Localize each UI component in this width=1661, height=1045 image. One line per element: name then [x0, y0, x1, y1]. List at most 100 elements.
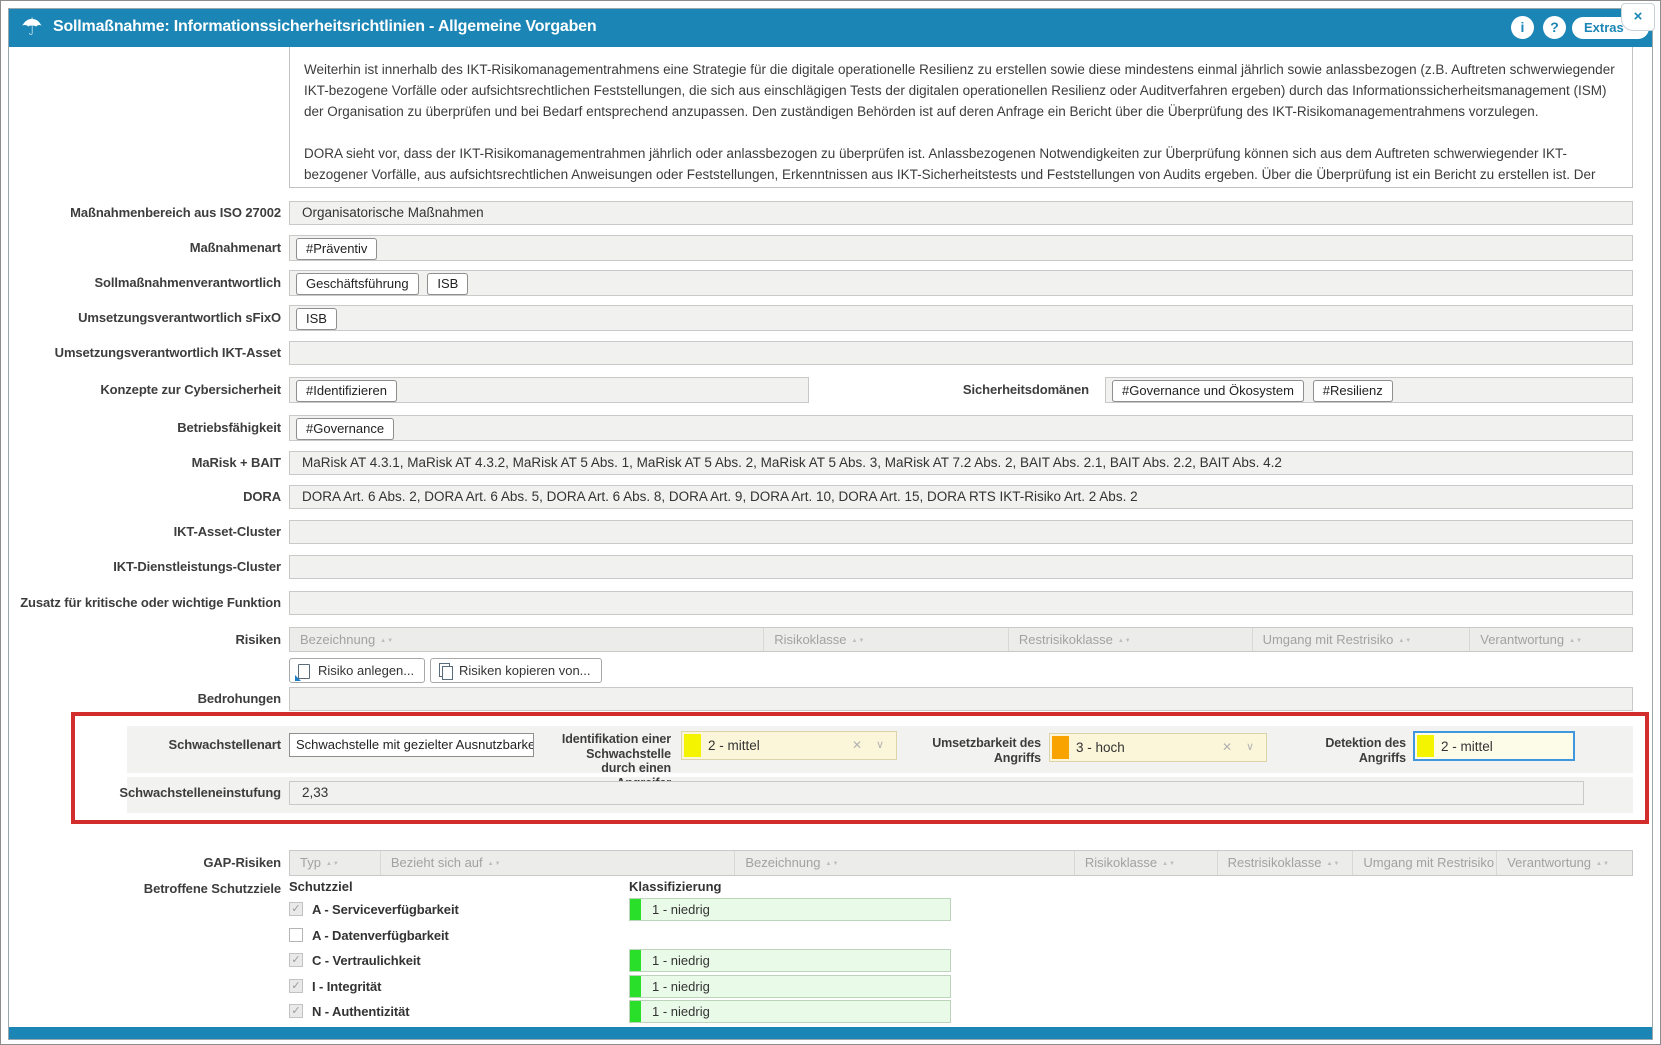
description-textarea[interactable]: Weiterhin ist innerhalb des IKT-Risikoma…: [289, 47, 1633, 188]
risiken-col-umgang[interactable]: Umgang mit Restrisiko ▲▼: [1253, 628, 1471, 651]
umbrella-icon: ☂: [21, 14, 43, 41]
check-icon: ✓: [291, 980, 301, 992]
zusatz-funktion-field[interactable]: [289, 591, 1633, 615]
umsetzbarkeit-dropdown[interactable]: 3 - hoch ✕ ∨: [1049, 733, 1267, 762]
help-button[interactable]: ?: [1543, 16, 1566, 39]
description-paragraph-1: Weiterhin ist innerhalb des IKT-Risikoma…: [304, 62, 1615, 119]
umsetzungsverantwortlich-ikt-asset-field[interactable]: [289, 341, 1633, 365]
klassifizierung-column-header: Klassifizierung: [629, 879, 722, 894]
tag-chip[interactable]: #Governance und Ökosystem: [1112, 380, 1304, 402]
dialog-title: Sollmaßnahme: Informationssicherheitsric…: [53, 18, 597, 35]
gap-col-umgang[interactable]: Umgang mit Restrisiko▲▼: [1353, 851, 1498, 875]
check-icon: ✓: [291, 954, 301, 966]
betriebsfaehigkeit-field[interactable]: #Governance: [289, 415, 1633, 441]
tag-chip[interactable]: ISB: [296, 308, 337, 330]
clear-icon[interactable]: ✕: [851, 738, 862, 752]
gap-col-risikoklasse[interactable]: Risikoklasse ▲▼: [1075, 851, 1218, 875]
tag-chip[interactable]: ISB: [427, 273, 469, 295]
schutzziel-label: N - Authentizität: [312, 1004, 410, 1019]
field-label-schwachstelleneinstufung: Schwachstelleneinstufung: [119, 785, 281, 800]
field-label-umsetzungsverantwortlich-sfixo: Umsetzungsverantwortlich sFixO: [78, 310, 281, 325]
classification-bar: 1 - niedrig: [629, 1000, 951, 1023]
marisk-bait-field[interactable]: MaRisk AT 4.3.1, MaRisk AT 4.3.2, MaRisk…: [289, 451, 1633, 475]
classification-color-stripe: [630, 950, 641, 971]
tag-chip[interactable]: #Governance: [296, 418, 395, 440]
umsetzungsverantwortlich-sfixo-field[interactable]: ISB: [289, 305, 1633, 331]
field-label-betroffene-schutzziele: Betroffene Schutzziele: [143, 881, 281, 896]
gap-col-restrisikoklasse[interactable]: Restrisikoklasse ▲▼: [1218, 851, 1354, 875]
checkbox-authentizitaet: ✓: [289, 1004, 303, 1018]
chevron-down-icon[interactable]: ∨: [1245, 741, 1254, 753]
tag-chip[interactable]: #Präventiv: [296, 238, 378, 260]
criterion-label-detektion: Detektion des Angriffs: [1325, 736, 1406, 765]
gap-col-typ[interactable]: Typ ▲▼: [290, 851, 381, 875]
field-label-dora: DORA: [243, 489, 281, 504]
massnahmenart-field[interactable]: #Präventiv: [289, 235, 1633, 261]
dora-field[interactable]: DORA Art. 6 Abs. 2, DORA Art. 6 Abs. 5, …: [289, 485, 1633, 509]
sort-arrows-icon: ▲▼: [1398, 638, 1413, 644]
check-icon: ✓: [291, 903, 301, 915]
checkbox-serviceverfuegbarkeit: ✓: [289, 902, 303, 916]
sort-arrows-icon: ▲▼: [1596, 861, 1610, 867]
gap-col-bezeichnung[interactable]: Bezeichnung ▲▼: [735, 851, 1075, 875]
severity-color-swatch: [1417, 735, 1434, 757]
window-bottom-bar: [9, 1027, 1652, 1039]
tag-chip[interactable]: Geschäftsführung: [296, 273, 419, 295]
sort-arrows-icon: ▲▼: [1162, 861, 1176, 867]
konzepte-cybersicherheit-field[interactable]: #Identifizieren: [289, 377, 809, 403]
field-label-konzepte-cybersicherheit: Konzepte zur Cybersicherheit: [100, 382, 281, 397]
sort-arrows-icon: ▲▼: [1117, 638, 1132, 644]
close-icon: ×: [1633, 8, 1643, 25]
field-label-bedrohungen: Bedrohungen: [197, 691, 282, 706]
gap-table-header: Typ ▲▼ Bezieht sich auf ▲▼ Bezeichnung ▲▼ R…: [289, 850, 1633, 876]
clear-icon[interactable]: ✕: [1221, 740, 1232, 754]
field-label-risiken: Risiken: [235, 632, 281, 647]
classification-color-stripe: [630, 976, 641, 997]
tag-chip[interactable]: #Resilienz: [1312, 380, 1393, 402]
field-label-zusatz-funktion: Zusatz für kritische oder wichtige Funkt…: [20, 595, 281, 610]
checkbox-vertraulichkeit: ✓: [289, 953, 303, 967]
field-label-sollmassnahmenverantwortlich: Sollmaßnahmenverantwortlich: [94, 275, 281, 290]
close-button[interactable]: ×: [1621, 3, 1655, 31]
gap-col-bezieht-sich-auf[interactable]: Bezieht sich auf ▲▼: [381, 851, 736, 875]
risiken-col-restrisikoklasse[interactable]: Restrisikoklasse ▲▼: [1009, 628, 1253, 651]
risiken-kopieren-button[interactable]: Risiken kopieren von...: [430, 658, 602, 683]
bedrohungen-field[interactable]: [289, 687, 1633, 711]
sort-arrows-icon: ▲▼: [1326, 861, 1341, 867]
criterion-label-umsetzbarkeit: Umsetzbarkeit des Angriffs: [932, 736, 1041, 765]
chevron-down-icon[interactable]: ∨: [875, 739, 884, 751]
checkbox-datenverfuegbarkeit[interactable]: [289, 928, 303, 942]
schwachstelleneinstufung-field: 2,33: [289, 781, 1584, 805]
field-label-betriebsfaehigkeit: Betriebsfähigkeit: [177, 420, 281, 435]
risiken-col-verantwortung[interactable]: Verantwortung ▲▼: [1480, 632, 1583, 647]
sicherheitsdomaenen-field[interactable]: #Governance und Ökosystem #Resilienz: [1105, 377, 1633, 403]
identifikation-dropdown[interactable]: 2 - mittel ✕ ∨: [681, 731, 897, 760]
sort-arrows-icon: ▲▼: [325, 861, 340, 867]
ikt-asset-cluster-field[interactable]: [289, 520, 1633, 544]
risiko-anlegen-button[interactable]: Risiko anlegen...: [289, 658, 426, 683]
info-button[interactable]: i: [1511, 16, 1534, 39]
field-label-gap-risiken: GAP-Risiken: [203, 855, 281, 870]
copy-icon: [439, 663, 453, 680]
gap-col-verantwortung[interactable]: Verantwortung ▲▼: [1507, 855, 1610, 870]
description-paragraph-2: DORA sieht vor, dass der IKT-Risikomanag…: [304, 146, 1596, 182]
risiken-col-risikoklasse[interactable]: Risikoklasse ▲▼: [764, 628, 1009, 651]
classification-bar: 1 - niedrig: [629, 898, 951, 921]
sollmassnahmenverantwortlich-field[interactable]: Geschäftsführung ISB: [289, 270, 1633, 296]
tag-chip[interactable]: #Identifizieren: [296, 380, 397, 402]
schutzziel-label: A - Datenverfügbarkeit: [312, 928, 449, 943]
schutzziel-label: C - Vertraulichkeit: [312, 953, 421, 968]
classification-color-stripe: [630, 899, 641, 920]
ikt-dienstleistungs-cluster-field[interactable]: [289, 555, 1633, 579]
field-label-schwachstellenart: Schwachstellenart: [168, 737, 282, 752]
schwachstellenart-input[interactable]: Schwachstelle mit gezielter Ausnutzbarke…: [289, 733, 534, 757]
risiken-col-bezeichnung[interactable]: Bezeichnung ▲▼: [290, 628, 765, 651]
detektion-dropdown[interactable]: 2 - mittel: [1413, 731, 1575, 761]
schutzziel-label: I - Integrität: [312, 979, 382, 994]
title-bar: ☂ Sollmaßnahme: Informationssicherheitsr…: [9, 9, 1652, 47]
sort-arrows-icon: ▲▼: [851, 638, 866, 644]
massnahmenbereich-field[interactable]: Organisatorische Maßnahmen: [289, 201, 1633, 225]
form-content: Weiterhin ist innerhalb des IKT-Risikoma…: [9, 47, 1652, 1027]
sort-arrows-icon: ▲▼: [487, 861, 502, 867]
field-label-sicherheitsdomaenen: Sicherheitsdomänen: [962, 382, 1089, 397]
